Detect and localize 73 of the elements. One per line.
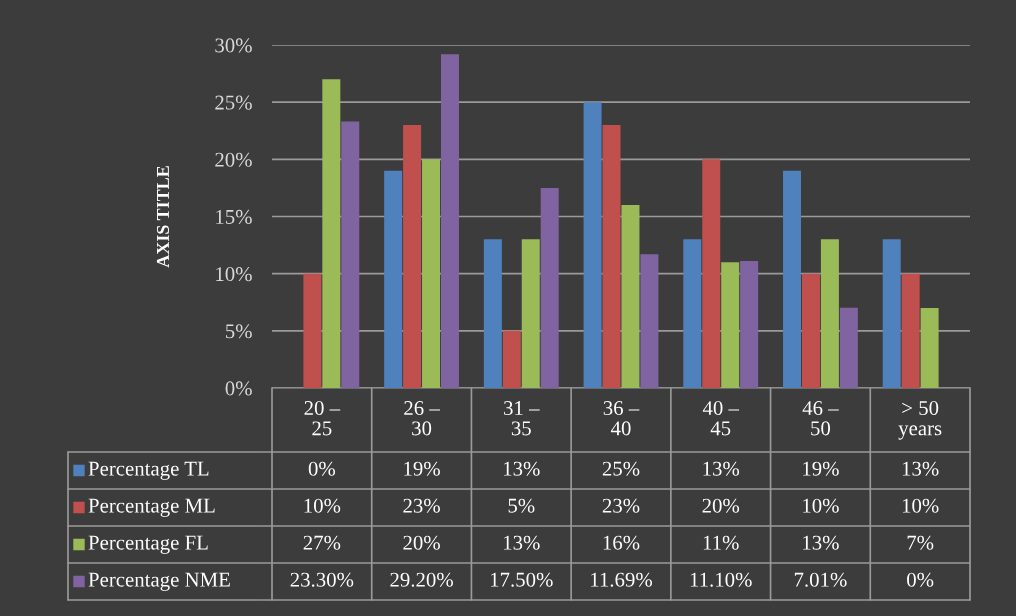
x-tick-label: > 50 years xyxy=(898,400,942,440)
bar xyxy=(521,239,540,388)
data-label: 13% xyxy=(902,461,939,476)
data-label: 29.20% xyxy=(390,572,453,587)
x-tick-label: 36 – 40 xyxy=(603,401,640,436)
legend-label: Percentage ML xyxy=(88,498,215,517)
data-label: 0% xyxy=(308,461,336,476)
data-label: 20% xyxy=(403,535,440,550)
data-label: 19% xyxy=(803,461,839,476)
data-label: 20% xyxy=(702,498,740,513)
data-label: 13% xyxy=(703,461,740,476)
x-tick-label: 31 – 35 xyxy=(504,401,540,436)
bar xyxy=(422,159,441,388)
bar xyxy=(721,262,740,388)
bar xyxy=(801,273,820,388)
y-tick-label: 0% xyxy=(225,381,252,396)
data-label: 13% xyxy=(504,535,540,550)
bar xyxy=(783,170,802,388)
data-label: 13% xyxy=(504,461,540,476)
bar xyxy=(640,254,659,388)
data-label: 16% xyxy=(603,535,640,550)
data-label: 10% xyxy=(902,498,939,513)
data-label: 27% xyxy=(303,535,341,550)
data-label: 10% xyxy=(304,498,341,513)
data-label: 7% xyxy=(907,535,934,550)
bar xyxy=(502,330,521,388)
data-label: 7.01% xyxy=(794,572,847,587)
bar xyxy=(403,125,422,388)
x-tick-label: 40 – 45 xyxy=(702,400,740,436)
bar xyxy=(901,273,920,388)
data-label: 25% xyxy=(602,461,640,476)
bar xyxy=(322,79,341,388)
bar xyxy=(540,187,559,388)
data-label: 10% xyxy=(803,498,839,513)
data-label: 13% xyxy=(803,535,839,550)
bar xyxy=(920,307,939,388)
y-tick-label: 20% xyxy=(215,152,252,167)
bar xyxy=(839,307,858,388)
bar xyxy=(303,273,322,388)
x-tick-label: 20 – 25 xyxy=(304,400,341,436)
bar xyxy=(740,261,759,388)
bar xyxy=(483,239,502,388)
y-tick-label: 5% xyxy=(226,324,252,339)
bar xyxy=(384,170,403,388)
y-tick-label: 10% xyxy=(216,267,252,282)
legend-label: Percentage NME xyxy=(88,572,230,591)
y-tick-label: 30% xyxy=(215,38,252,53)
data-label: 19% xyxy=(404,461,440,476)
y-tick-label: 25% xyxy=(215,95,252,110)
legend-label: Percentage TL xyxy=(88,461,209,480)
data-label: 11.10% xyxy=(690,572,752,587)
x-tick-label: 46 – 50 xyxy=(802,401,839,436)
legend-label: Percentage FL xyxy=(88,535,208,554)
bar xyxy=(621,205,640,388)
data-label: 23.30% xyxy=(290,572,354,587)
data-label: 23% xyxy=(602,498,640,513)
bar xyxy=(602,125,621,388)
bar xyxy=(820,239,839,388)
data-label: 17.50% xyxy=(491,572,553,587)
y-tick-label: 15% xyxy=(216,209,252,224)
bar xyxy=(440,54,459,388)
data-label: 5% xyxy=(508,498,535,513)
x-tick-label: 26 – 30 xyxy=(404,401,440,436)
data-label: 23% xyxy=(403,498,440,513)
y-axis-title: AXIS TITLE xyxy=(156,166,170,268)
bar xyxy=(683,239,702,388)
bar xyxy=(702,159,721,388)
bar xyxy=(341,121,360,388)
data-label: 11.69% xyxy=(591,572,653,587)
bar xyxy=(583,102,602,388)
data-label: 11% xyxy=(703,535,739,550)
bar xyxy=(882,239,901,388)
data-label: 0% xyxy=(907,572,934,587)
